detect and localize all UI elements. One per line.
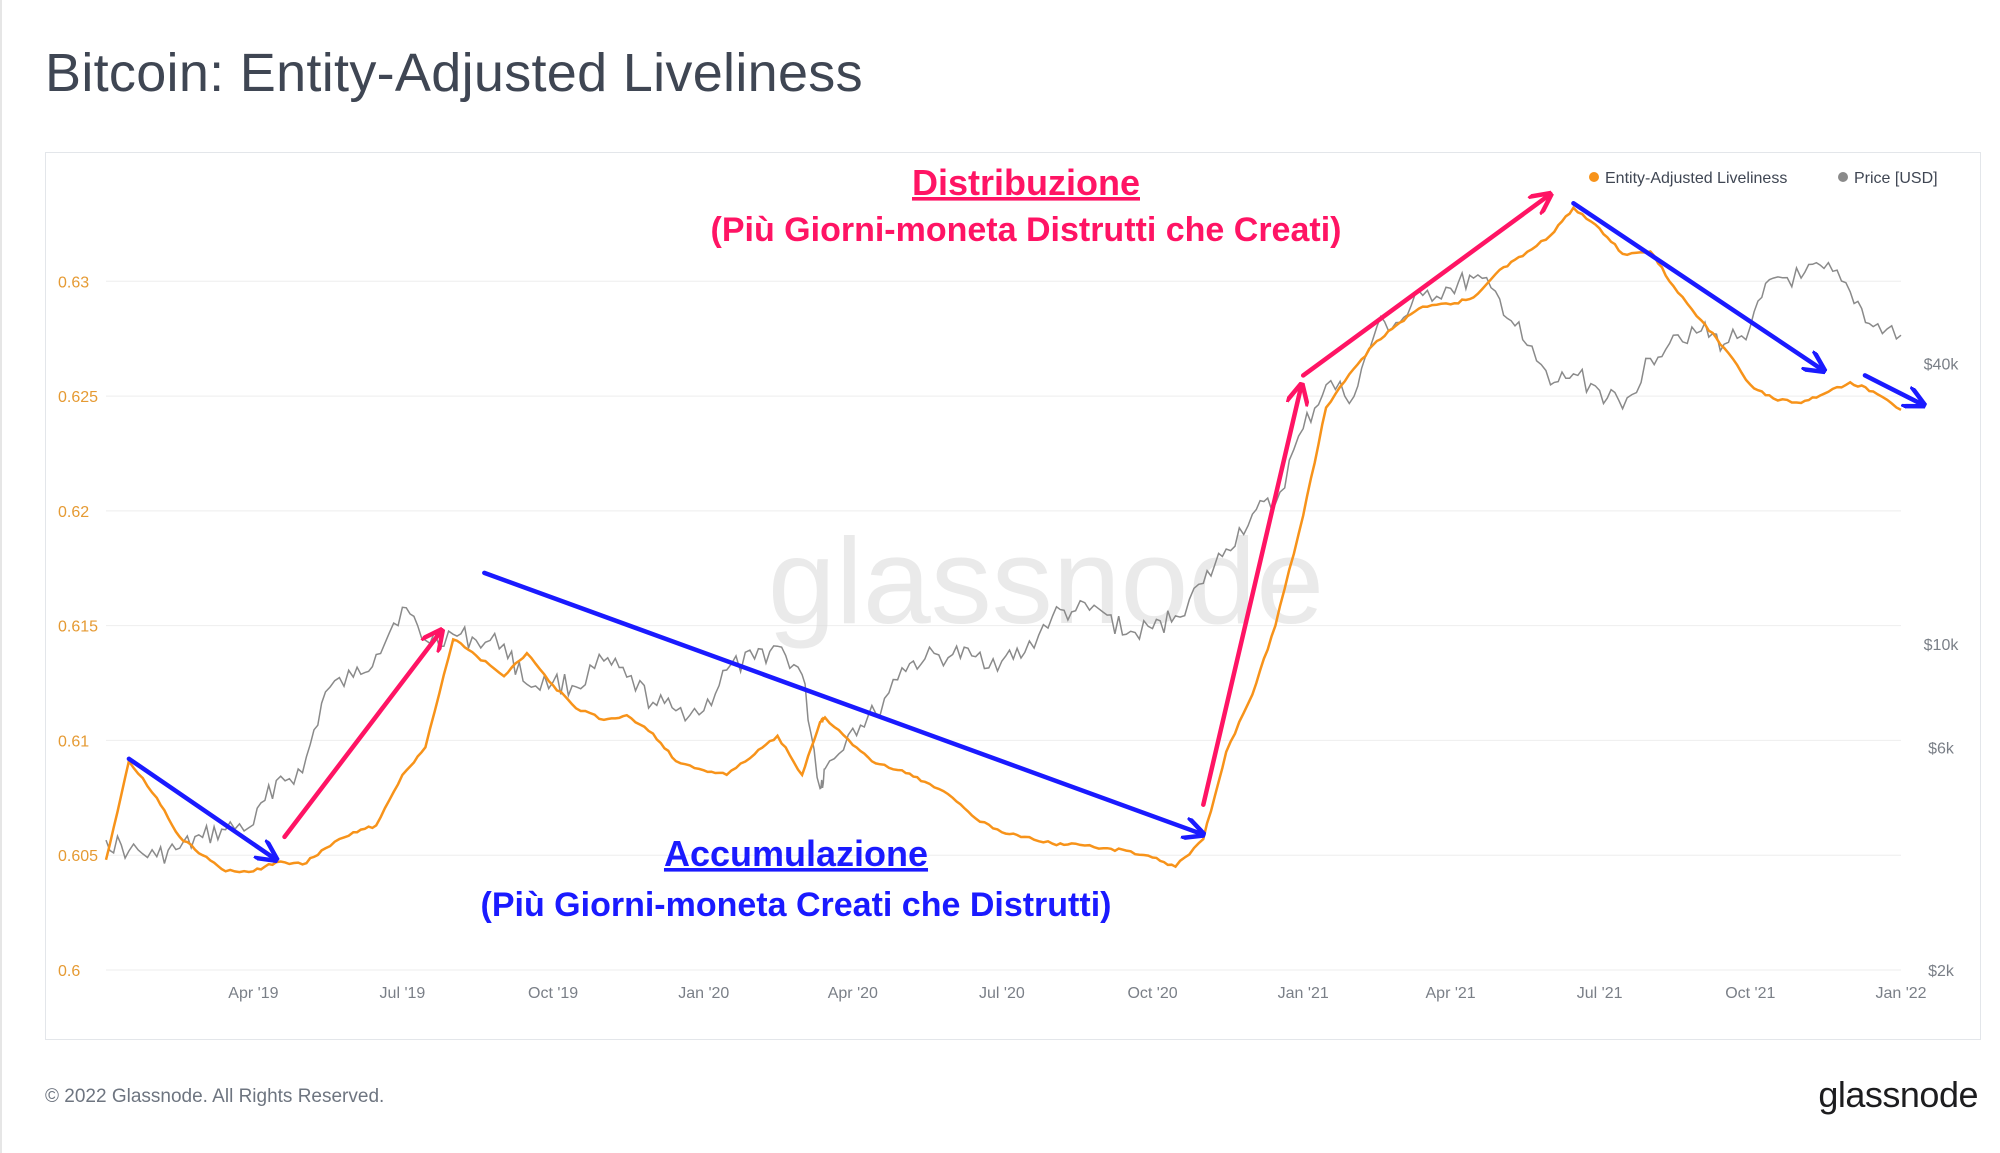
left-axis-tick-label: 0.6 [58,963,80,980]
x-axis-tick-label: Jul '19 [380,985,426,1002]
left-axis-tick-label: 0.605 [58,848,98,865]
distribution-heading: Distribuzione [912,162,1140,203]
right-axis: $2k $6k $10k $40k [1924,357,1960,980]
left-axis-tick-label: 0.63 [58,274,89,291]
x-axis-tick-label: Oct '21 [1725,985,1775,1002]
liveliness-chart: glassnode 0.6 0.605 0.61 0.615 0.62 0.625 0.63… [58,162,1960,1002]
x-axis-tick-label: Apr '19 [228,985,278,1002]
legend: Entity-Adjusted Liveliness Price [USD] [1589,170,1938,187]
distribution-annotation: Distribuzione (Più Giorni-moneta Distrut… [711,162,1342,249]
x-axis-tick-label: Oct '20 [1127,985,1177,1002]
glassnode-logo: glassnode [1818,1074,1978,1115]
price-series-line [105,261,1902,864]
accumulation-arrow [126,756,276,860]
right-axis-tick-label: $40k [1924,357,1960,374]
accumulation-subtitle: (Più Giorni-moneta Creati che Distrutti) [481,886,1112,924]
x-axis-tick-label: Apr '21 [1426,985,1476,1002]
x-axis-tick-label: Apr '20 [828,985,878,1002]
legend-label-liveliness: Entity-Adjusted Liveliness [1605,170,1787,187]
accumulation-arrow [482,570,1203,835]
distribution-arrow [1300,194,1550,378]
x-axis-tick-label: Oct '19 [528,985,578,1002]
liveliness-series-line [104,205,1902,874]
left-axis: 0.6 0.605 0.61 0.615 0.62 0.625 0.63 [58,274,98,980]
chart-panel: glassnode 0.6 0.605 0.61 0.615 0.62 0.625 0.63… [45,152,1981,1040]
accumulation-annotation: Accumulazione (Più Giorni-moneta Creati … [481,833,1112,924]
left-axis-tick-label: 0.615 [58,619,98,636]
left-axis-tick-label: 0.625 [58,389,98,406]
x-axis-tick-label: Jan '20 [678,985,729,1002]
accumulation-arrow [1571,201,1824,371]
accumulation-heading: Accumulazione [664,833,928,874]
right-axis-tick-label: $10k [1924,637,1960,654]
accumulation-arrow [1862,373,1924,405]
distribution-subtitle: (Più Giorni-moneta Distrutti che Creati) [711,211,1342,249]
left-axis-tick-label: 0.61 [58,733,89,750]
watermark: glassnode [768,513,1324,649]
legend-label-price: Price [USD] [1854,170,1938,187]
legend-marker-price [1838,172,1848,182]
x-axis-tick-label: Jul '20 [979,985,1025,1002]
distribution-arrow [1201,385,1301,807]
right-axis-tick-label: $6k [1928,741,1955,758]
left-axis-tick-label: 0.62 [58,504,89,521]
trend-arrows [126,194,1924,860]
x-axis-tick-label: Jan '22 [1875,985,1926,1002]
chart-title: Bitcoin: Entity-Adjusted Liveliness [45,43,863,103]
distribution-arrow [282,630,442,840]
right-axis-tick-label: $2k [1928,963,1955,980]
legend-marker-liveliness [1589,172,1599,182]
x-axis: Apr '19 Jul '19 Oct '19 Jan '20 Apr '20 Jul '… [228,985,1926,1002]
x-axis-tick-label: Jul '21 [1577,985,1623,1002]
copyright-footer: © 2022 Glassnode. All Rights Reserved. [45,1086,385,1107]
x-axis-tick-label: Jan '21 [1278,985,1329,1002]
